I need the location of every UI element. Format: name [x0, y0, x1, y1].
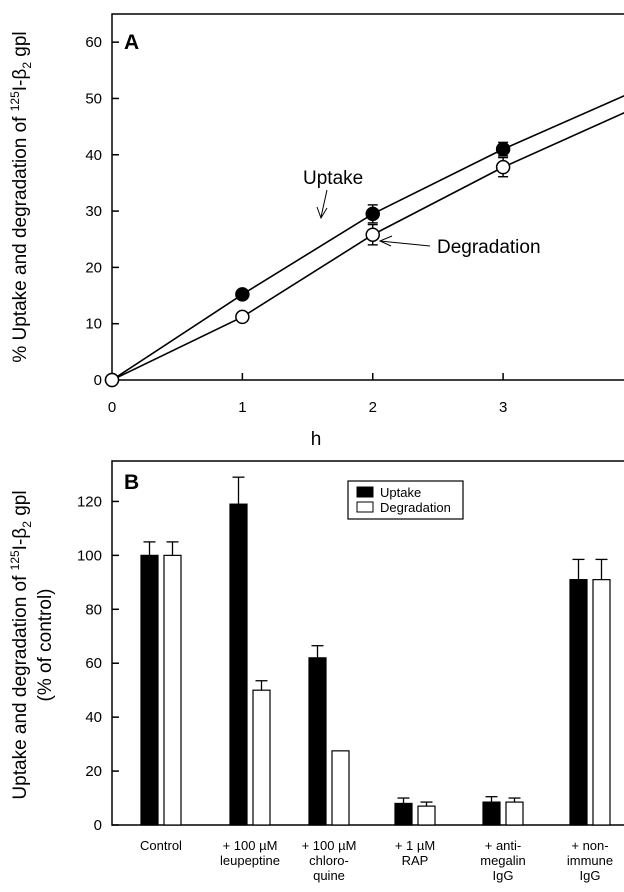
x-category-label-b: + 1 µM [395, 838, 435, 853]
y-axis-label-a: % Uptake and degradation of 125I-β2 gpl [8, 31, 34, 362]
x-category-label-b: IgG [493, 868, 514, 883]
y-label-a-sub: 2 [20, 62, 34, 69]
y-tick-label-a: 50 [85, 90, 102, 107]
x-tick-label-a: 2 [369, 399, 377, 416]
x-tick-label-a: 3 [499, 399, 507, 416]
y-label-b-prefix: Uptake and degradation of [10, 570, 31, 799]
x-category-label-b: + anti- [485, 838, 522, 853]
x-category-label-b: immune [567, 853, 613, 868]
x-category-label-b: chloro- [309, 853, 349, 868]
x-tick-label-a: 1 [238, 399, 246, 416]
x-category-label-b: + non- [571, 838, 608, 853]
bar-degradation [592, 579, 611, 826]
y-tick-label-a: 10 [85, 316, 102, 333]
bar-degradation [505, 801, 524, 826]
y-label-b-suffix: gpl [10, 490, 31, 521]
x-category-label-b: Control [140, 838, 182, 853]
panel-b-label: B [124, 471, 139, 494]
x-category-label-b: quine [313, 868, 345, 883]
x-category-label-b: leupeptine [220, 853, 280, 868]
bar-uptake [229, 503, 248, 826]
annotation-arrow-degradation [379, 240, 431, 247]
bar-uptake [394, 802, 413, 826]
legend-swatch-degradation [356, 501, 374, 513]
y-label-a-mid: I-β [10, 69, 31, 92]
y-axis-label-b-line2: (% of control) [35, 589, 56, 702]
data-point-degradation [365, 227, 380, 242]
y-label-a-prefix: % Uptake and degradation of [10, 111, 31, 362]
y-tick-label-a: 30 [85, 203, 102, 220]
data-point-degradation [495, 159, 511, 175]
bar-uptake [482, 801, 501, 826]
data-point-uptake [235, 287, 250, 302]
legend-label-uptake: Uptake [380, 485, 421, 500]
y-label-a-suffix: gpl [10, 31, 31, 62]
data-point-degradation [235, 309, 250, 325]
y-tick-label-a: 0 [94, 372, 102, 389]
annotation-arrow-uptake [320, 189, 328, 218]
x-category-label-b: IgG [580, 868, 601, 883]
panel-b-frame [111, 460, 624, 826]
y-tick-label-b: 80 [85, 601, 102, 618]
x-category-label-b: + 100 µM [223, 838, 278, 853]
bar-uptake [308, 657, 327, 826]
legend-swatch-uptake [356, 486, 374, 498]
annotation-degradation: Degradation [437, 237, 541, 258]
bar-degradation [163, 554, 182, 826]
y-tick-label-a: 40 [85, 147, 102, 164]
panel-a-label: A [124, 31, 139, 54]
panel-a-frame [111, 13, 624, 381]
y-tick-label-b: 60 [85, 655, 102, 672]
y-tick-label-b: 40 [85, 709, 102, 726]
y-label-b-sub: 2 [20, 521, 34, 528]
bar-degradation [417, 805, 436, 826]
y-tick-label-b: 0 [94, 817, 102, 834]
y-label-a-sup: 125 [8, 91, 22, 111]
x-category-label-b: + 100 µM [302, 838, 357, 853]
annotation-uptake: Uptake [303, 168, 363, 189]
x-category-label-b: megalin [480, 853, 526, 868]
y-label-b-mid: I-β [10, 528, 31, 551]
panel-b: B 0 20 40 60 80 100 120 Uptake and degradation o… [8, 460, 624, 883]
y-label-b-sup: 125 [8, 550, 22, 570]
x-axis-label-a: h [311, 429, 322, 450]
x-tick-label-a: 0 [108, 399, 116, 416]
bar-uptake [140, 554, 159, 826]
y-tick-label-a: 20 [85, 259, 102, 276]
x-category-label-b: RAP [402, 853, 429, 868]
data-point-uptake [495, 141, 511, 157]
y-tick-label-b: 20 [85, 763, 102, 780]
y-axis-label-b-line1: Uptake and degradation of 125I-β2 gpl [8, 490, 34, 799]
bar-degradation [252, 689, 271, 826]
panel-a: A010203040506001234h% Uptake and degrada… [8, 13, 624, 450]
data-point-degradation [104, 372, 120, 388]
y-tick-label-a: 60 [85, 34, 102, 51]
annotation-arrowhead-degradation [378, 235, 393, 247]
y-tick-label-b: 120 [77, 493, 102, 510]
y-tick-label-b: 100 [77, 547, 102, 564]
annotation-arrowhead-uptake [316, 206, 328, 220]
bar-degradation [331, 750, 350, 826]
legend-label-degradation: Degradation [380, 500, 451, 515]
bar-uptake [569, 579, 588, 826]
data-point-uptake [365, 206, 380, 222]
